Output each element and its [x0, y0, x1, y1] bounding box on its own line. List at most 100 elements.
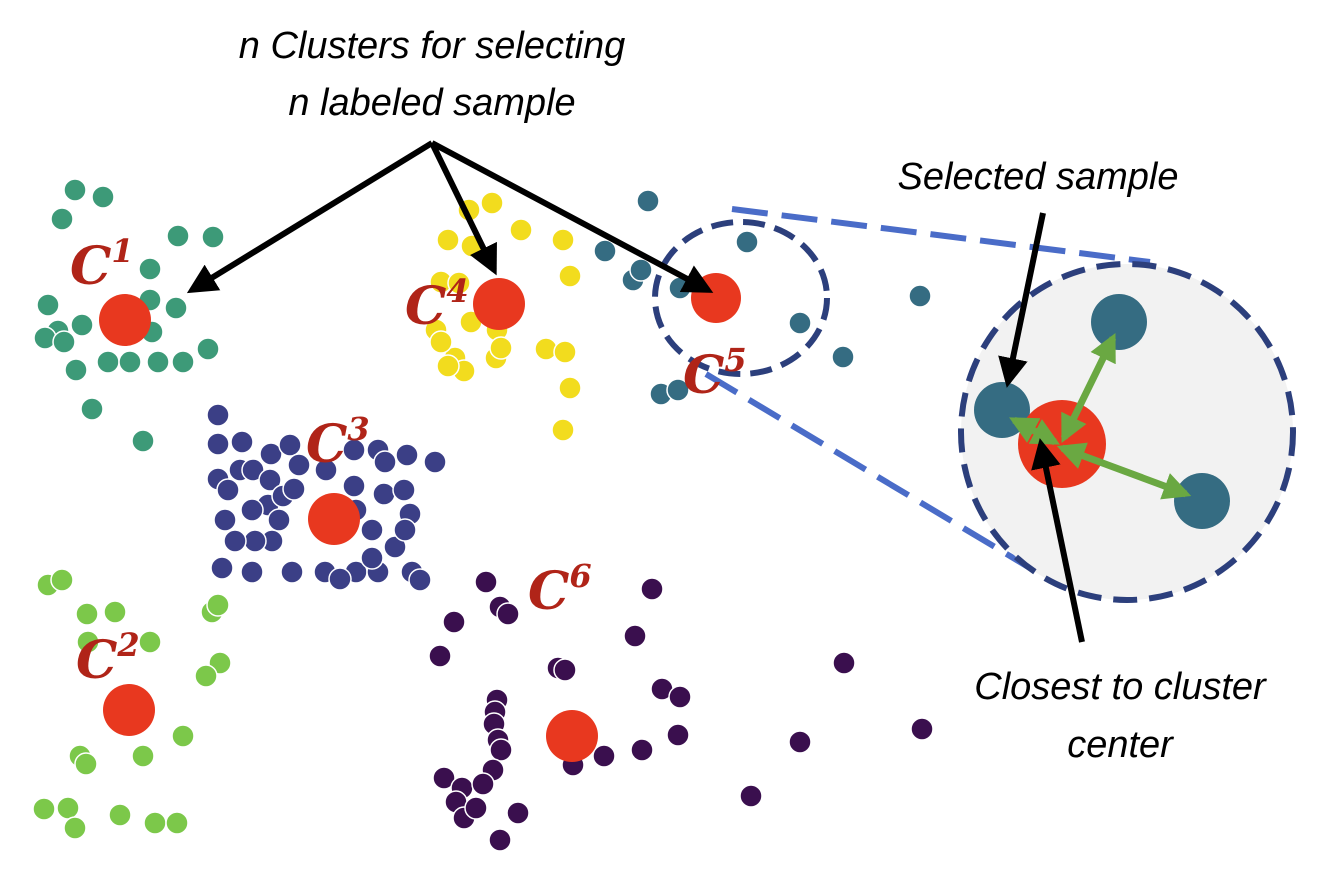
cluster-c4-point — [553, 340, 577, 364]
cluster-c6-point — [553, 658, 577, 682]
cluster-c1-point — [80, 397, 104, 421]
cluster-c3-point — [230, 430, 254, 454]
cluster-c1-point — [96, 350, 120, 374]
cluster-c4-point — [436, 228, 460, 252]
cluster-c1-point — [166, 224, 190, 248]
cluster-c2-point — [171, 724, 195, 748]
cluster-c3-point — [373, 450, 397, 474]
cluster-c1-point — [138, 257, 162, 281]
cluster-c3-point — [314, 458, 338, 482]
cluster-c1-point — [70, 313, 94, 337]
cluster-c5-point — [666, 378, 690, 402]
arrow-to-closest — [1031, 438, 1085, 643]
cluster-c4-point — [551, 228, 575, 252]
cluster-c3-point — [392, 478, 416, 502]
cluster-c6-point — [442, 610, 466, 634]
cluster-c3-point — [360, 546, 384, 570]
cluster-c4-point — [509, 218, 533, 242]
centroid-c4 — [473, 278, 525, 330]
selected-sample-label: Selected sample — [898, 156, 1179, 198]
zoom-detail — [958, 261, 1296, 603]
cluster-c2-point — [108, 803, 132, 827]
top-annotation-line1: n Clusters for selecting — [239, 25, 626, 67]
cluster-c3-point — [267, 508, 291, 532]
cluster-label-c1: C1 — [70, 232, 134, 297]
cluster-c3-point — [287, 453, 311, 477]
cluster-c6-point — [910, 717, 934, 741]
cluster-c3-point — [216, 478, 240, 502]
cluster-c3-point — [206, 432, 230, 456]
cluster-c1-point — [131, 429, 155, 453]
closest-label-line2: center — [1067, 724, 1174, 766]
cluster-c3-point — [372, 482, 396, 506]
cluster-c4-point — [489, 336, 513, 360]
cluster-c1-point — [118, 350, 142, 374]
cluster-c2-point — [103, 600, 127, 624]
cluster-c3-point — [280, 560, 304, 584]
centroid-c2 — [103, 684, 155, 736]
cluster-c3-point — [259, 442, 283, 466]
cluster-c3-point — [278, 433, 302, 457]
cluster-c5-point — [831, 345, 855, 369]
cluster-c1-point — [146, 350, 170, 374]
cluster-c4-point — [558, 376, 582, 400]
cluster-c6-point — [668, 685, 692, 709]
top-annotation-line2: n labeled sample — [288, 82, 575, 124]
cluster-c3-point — [395, 443, 419, 467]
zoom-sample-bottom — [1174, 473, 1230, 529]
cluster-c2-point — [131, 744, 155, 768]
annotations: n Clusters for selecting n labeled sampl… — [239, 25, 1267, 766]
cluster-c6-point — [496, 602, 520, 626]
cluster-c6-point — [428, 644, 452, 668]
cluster-c2-point — [194, 664, 218, 688]
cluster-c4-point — [447, 271, 471, 295]
cluster-c5-point — [788, 311, 812, 335]
cluster-c3-point — [342, 474, 366, 498]
arrow-to-c4 — [429, 141, 497, 276]
cluster-c2-point — [63, 816, 87, 840]
cluster-c2-point — [76, 630, 100, 654]
cluster-c6-point — [832, 651, 856, 675]
arrow-to-c1 — [186, 140, 434, 294]
cluster-c3-point — [423, 450, 447, 474]
cluster-c3-point — [328, 567, 352, 591]
scatter-points — [32, 178, 934, 852]
cluster-c6-point — [739, 784, 763, 808]
cluster-label-c3: C3 — [306, 410, 370, 475]
zoom-connector-bottom — [704, 371, 1032, 571]
zoom-connector — [704, 206, 1151, 571]
cluster-c3-point — [223, 529, 247, 553]
centroid-c5 — [691, 273, 741, 323]
cluster-label-c2: C2 — [76, 626, 140, 691]
centroid-c1 — [99, 294, 151, 346]
cluster-c5-point — [636, 189, 660, 213]
cluster-c1-point — [36, 293, 60, 317]
cluster-c6-point — [630, 738, 654, 762]
cluster-c1-point — [196, 337, 220, 361]
cluster-c2-point — [165, 811, 189, 835]
pointer-arrows — [186, 140, 1085, 643]
cluster-c3-point — [213, 508, 237, 532]
cluster-label-c5: C5 — [683, 341, 747, 406]
cluster-c2-point — [75, 602, 99, 626]
cluster-c2-point — [32, 797, 56, 821]
cluster-c1-point — [63, 178, 87, 202]
cluster-c6-point — [592, 744, 616, 768]
cluster-c3-point — [408, 568, 432, 592]
zoom-source-circle — [652, 219, 830, 377]
cluster-c1-point — [50, 207, 74, 231]
distance-arrow-top — [1060, 332, 1117, 444]
cluster-c3-point — [206, 403, 230, 427]
distance-arrow-bottom — [1056, 442, 1192, 500]
cluster-c5-point — [735, 230, 759, 254]
cluster-c5-point — [629, 258, 653, 282]
arrow-to-selected — [998, 212, 1046, 388]
cluster-c1-point — [33, 326, 57, 350]
cluster-label-c4: C4 — [405, 272, 469, 337]
cluster-c1-point — [91, 185, 115, 209]
cluster-c1-point — [201, 225, 225, 249]
cluster-c3-point — [243, 529, 267, 553]
cluster-c4-point — [429, 330, 453, 354]
cluster-c1-point — [171, 350, 195, 374]
